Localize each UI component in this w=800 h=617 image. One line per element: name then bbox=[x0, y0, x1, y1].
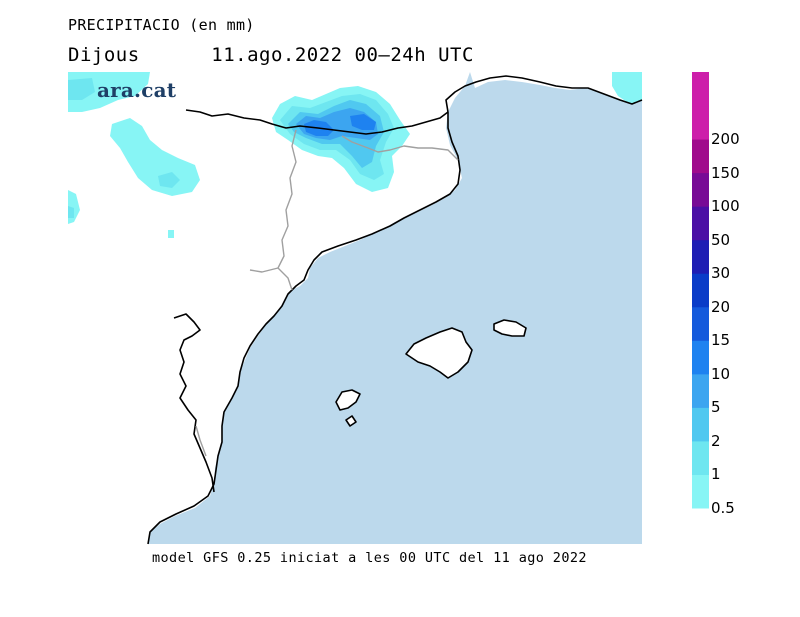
legend-label: 15 bbox=[711, 331, 731, 350]
legend-color-bar bbox=[692, 72, 709, 509]
legend-swatch bbox=[692, 440, 709, 475]
france-land bbox=[470, 72, 642, 104]
legend-swatch bbox=[692, 239, 709, 274]
legend-label: 200 bbox=[711, 130, 740, 149]
mallorca bbox=[405, 327, 473, 379]
legend-swatch bbox=[692, 306, 709, 341]
legend-label: 1 bbox=[711, 465, 721, 484]
precipitation-fields bbox=[68, 72, 642, 238]
legend-label: 0.5 bbox=[711, 499, 735, 517]
legend-label: 5 bbox=[711, 398, 721, 417]
ara-cat-logo[interactable]: ara.cat bbox=[97, 78, 177, 102]
legend-swatch bbox=[692, 340, 709, 375]
date-subtitle: Dijous 11.ago.2022 00–24h UTC bbox=[68, 44, 474, 66]
formentera bbox=[345, 415, 357, 427]
legend-swatch bbox=[692, 72, 709, 107]
legend-swatch bbox=[692, 407, 709, 442]
legend-swatch bbox=[692, 105, 709, 140]
legend-label: 100 bbox=[711, 197, 740, 216]
menorca bbox=[493, 319, 527, 337]
legend-swatch bbox=[692, 474, 709, 509]
chart-title: PRECIPITACIO (en mm) bbox=[68, 16, 255, 34]
legend-label: 20 bbox=[711, 297, 731, 316]
regional-borders bbox=[195, 129, 459, 457]
balearic-islands bbox=[335, 319, 527, 427]
legend-label: 30 bbox=[711, 264, 731, 283]
legend-swatch bbox=[692, 373, 709, 408]
legend-swatch bbox=[692, 206, 709, 241]
period-label: 11.ago.2022 00–24h UTC bbox=[211, 44, 474, 66]
legend-label: 2 bbox=[711, 431, 721, 450]
legend-swatch bbox=[692, 273, 709, 308]
legend-swatch bbox=[692, 172, 709, 207]
legend-label: 10 bbox=[711, 364, 731, 383]
model-footnote: model GFS 0.25 iniciat a les 00 UTC del … bbox=[152, 550, 587, 566]
legend-label: 150 bbox=[711, 163, 740, 182]
legend-label: 50 bbox=[711, 230, 731, 249]
coastline bbox=[147, 75, 643, 545]
legend-swatch bbox=[692, 139, 709, 174]
ibiza bbox=[335, 389, 361, 411]
day-label: Dijous bbox=[68, 44, 140, 66]
